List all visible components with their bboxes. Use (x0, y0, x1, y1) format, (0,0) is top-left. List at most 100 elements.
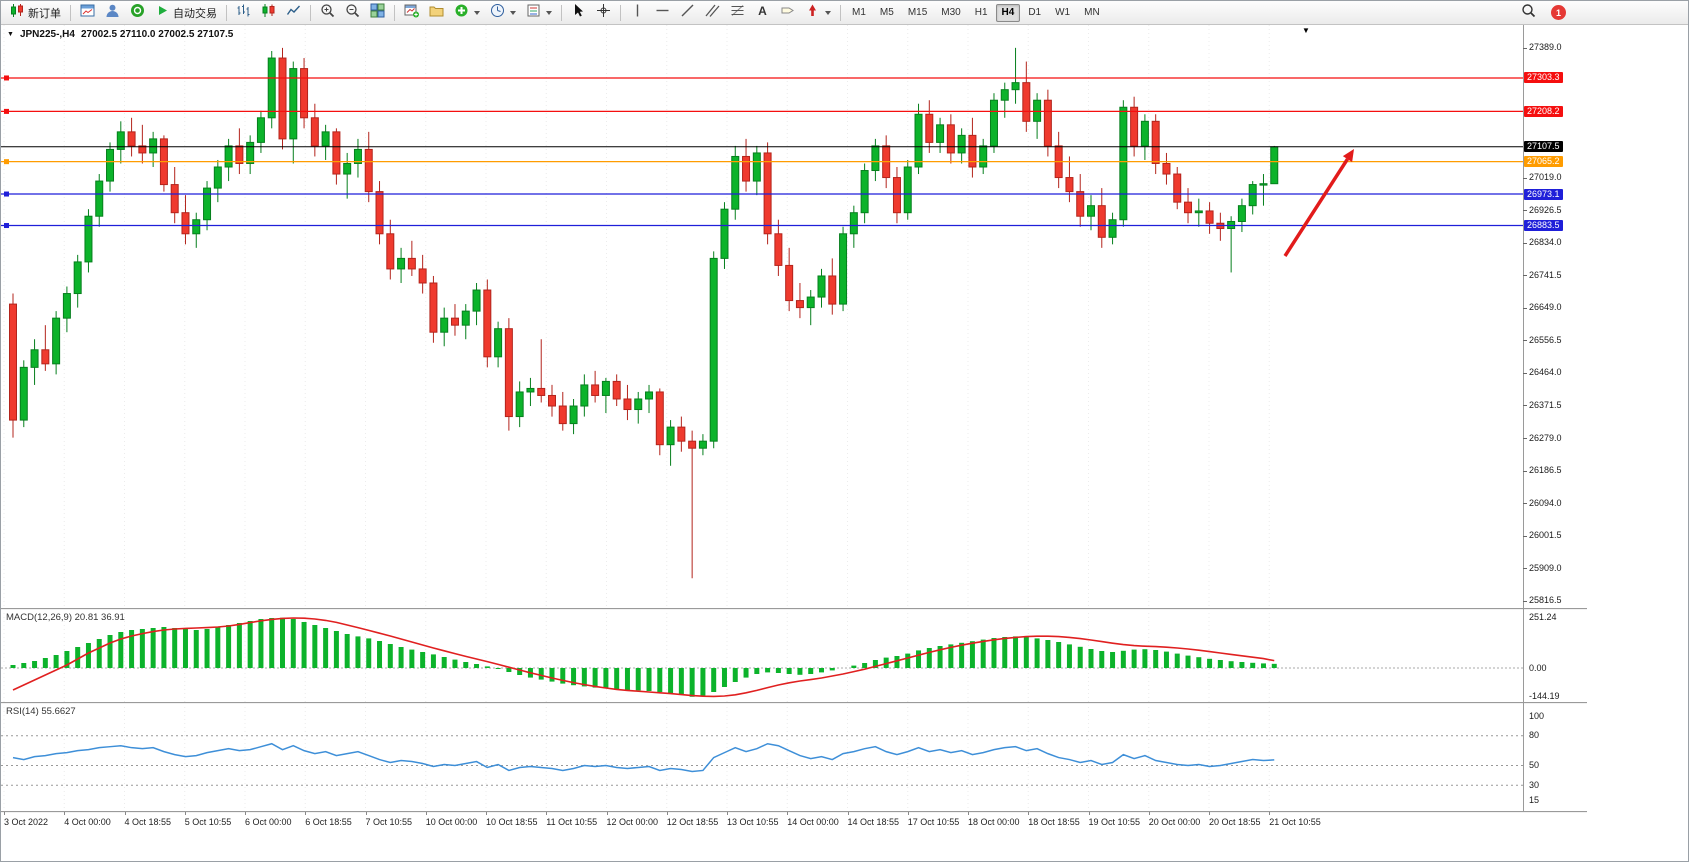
candle (192, 219, 201, 235)
candle (569, 405, 578, 425)
vertical-line-icon (630, 3, 645, 23)
candle (1022, 82, 1031, 122)
new-order-button[interactable]: 新订单 (5, 2, 66, 23)
axis-tick (1523, 438, 1527, 439)
candle (1237, 205, 1246, 222)
candle (892, 177, 901, 214)
price-axis[interactable]: 27389.0 27019.0 26926.5 26834.0 26741.5 26649… (1523, 1, 1594, 863)
time-axis-label: 12 Oct 18:55 (666, 817, 719, 827)
toolbar-divider (226, 4, 227, 21)
bar-chart-mode-button[interactable] (231, 2, 256, 23)
panel-splitter[interactable] (1, 811, 1587, 812)
dropdown-caret-icon (510, 10, 516, 15)
auto-trading-button[interactable]: 自动交易 (150, 2, 222, 23)
time-axis[interactable]: 3 Oct 2022 4 Oct 00:00 4 Oct 18:55 5 Oct 10… (1, 812, 1523, 834)
time-axis-label: 18 Oct 18:55 (1028, 817, 1080, 827)
line-handle[interactable] (4, 108, 9, 114)
text-tool-button[interactable]: A (750, 2, 775, 23)
crosshair-tool-button[interactable] (591, 2, 616, 23)
label-tool-button[interactable] (775, 2, 800, 23)
candle (946, 124, 955, 154)
chevron-down-icon[interactable]: ▼ (7, 30, 14, 38)
candle (914, 113, 923, 168)
new-order-icon (10, 3, 25, 23)
zoom-in-button[interactable] (315, 2, 340, 23)
arrow-annotation[interactable] (1283, 158, 1349, 257)
timeframe-w1-button[interactable]: W1 (1055, 6, 1071, 18)
candle (321, 131, 330, 147)
rsi-panel[interactable] (1, 703, 1523, 811)
indicators-button[interactable] (449, 2, 485, 23)
line-handle[interactable] (4, 223, 9, 229)
template-icon (526, 3, 541, 23)
main-toolbar: 新订单 自动交易 (1, 1, 1688, 25)
cursor-tool-button[interactable] (566, 2, 591, 23)
add-indicator-icon (454, 3, 469, 23)
toolbar-divider (561, 4, 562, 21)
chart-profiles-button[interactable] (424, 2, 449, 23)
fibonacci-tool-button[interactable] (725, 2, 750, 23)
candle (1011, 82, 1020, 91)
horizontal-line-tool-button[interactable] (650, 2, 675, 23)
candle (278, 57, 287, 140)
candle (461, 310, 470, 326)
line-chart-mode-button[interactable] (281, 2, 306, 23)
chart-shift-marker[interactable]: ▼ (1302, 26, 1310, 35)
trendline-icon (680, 3, 695, 23)
candle (1140, 120, 1149, 147)
candle (558, 405, 567, 425)
timeframe-m15-button[interactable]: M15 (907, 6, 928, 18)
candle (698, 440, 707, 449)
timeframe-h4-button[interactable]: H4 (995, 3, 1021, 22)
trendline-tool-button[interactable] (675, 2, 700, 23)
search-button[interactable] (1516, 2, 1541, 23)
new-chart-button[interactable] (399, 2, 424, 23)
candle (127, 131, 136, 147)
timeframe-h1-button[interactable]: H1 (974, 6, 988, 18)
notification-badge[interactable]: 1 (1551, 5, 1566, 20)
timeframe-m1-button[interactable]: M1 (852, 6, 866, 18)
rsi-scale-label: 100 (1529, 710, 1545, 721)
candle (1151, 120, 1160, 164)
candle (515, 391, 524, 418)
line-handle[interactable] (4, 191, 9, 197)
candle (30, 349, 39, 368)
line-handle[interactable] (4, 159, 9, 165)
macd-panel[interactable] (1, 609, 1523, 702)
timeframe-mn-button[interactable]: MN (1084, 6, 1100, 18)
vertical-line-tool-button[interactable] (625, 2, 650, 23)
candlestick-mode-button[interactable] (256, 2, 281, 23)
line-handle[interactable] (4, 75, 9, 81)
time-tick (365, 812, 367, 815)
dropdown-caret-icon (546, 10, 552, 15)
profile-button[interactable] (100, 2, 125, 23)
time-tick (184, 812, 186, 815)
panel-splitter[interactable] (1, 608, 1587, 609)
macd-scale-label: 251.24 (1529, 612, 1557, 623)
candle (849, 212, 858, 235)
candle (828, 275, 837, 305)
candle (364, 148, 373, 193)
candle (235, 145, 244, 164)
tile-windows-button[interactable] (365, 2, 390, 23)
zoom-out-button[interactable] (340, 2, 365, 23)
templates-button[interactable] (521, 2, 557, 23)
arrows-tool-button[interactable] (800, 2, 836, 23)
timeframe-m30-button[interactable]: M30 (941, 6, 961, 18)
candle (1184, 201, 1193, 214)
periods-button[interactable] (485, 2, 521, 23)
ohlc-values: 27002.5 27110.0 27002.5 27107.5 (80, 29, 234, 40)
community-button[interactable] (125, 2, 150, 23)
panel-splitter[interactable] (1, 702, 1587, 703)
candle (429, 282, 438, 333)
time-axis-label: 6 Oct 18:55 (305, 817, 352, 827)
market-watch-button[interactable] (75, 2, 100, 23)
price-chart[interactable] (1, 25, 1523, 609)
timeframe-m5-button[interactable]: M5 (879, 6, 894, 18)
candle (300, 68, 309, 119)
timeframe-d1-button[interactable]: D1 (1028, 6, 1042, 18)
channel-tool-button[interactable] (700, 2, 725, 23)
profiles-folder-icon (429, 3, 444, 23)
search-icon (1521, 3, 1536, 23)
candle (1173, 173, 1182, 203)
